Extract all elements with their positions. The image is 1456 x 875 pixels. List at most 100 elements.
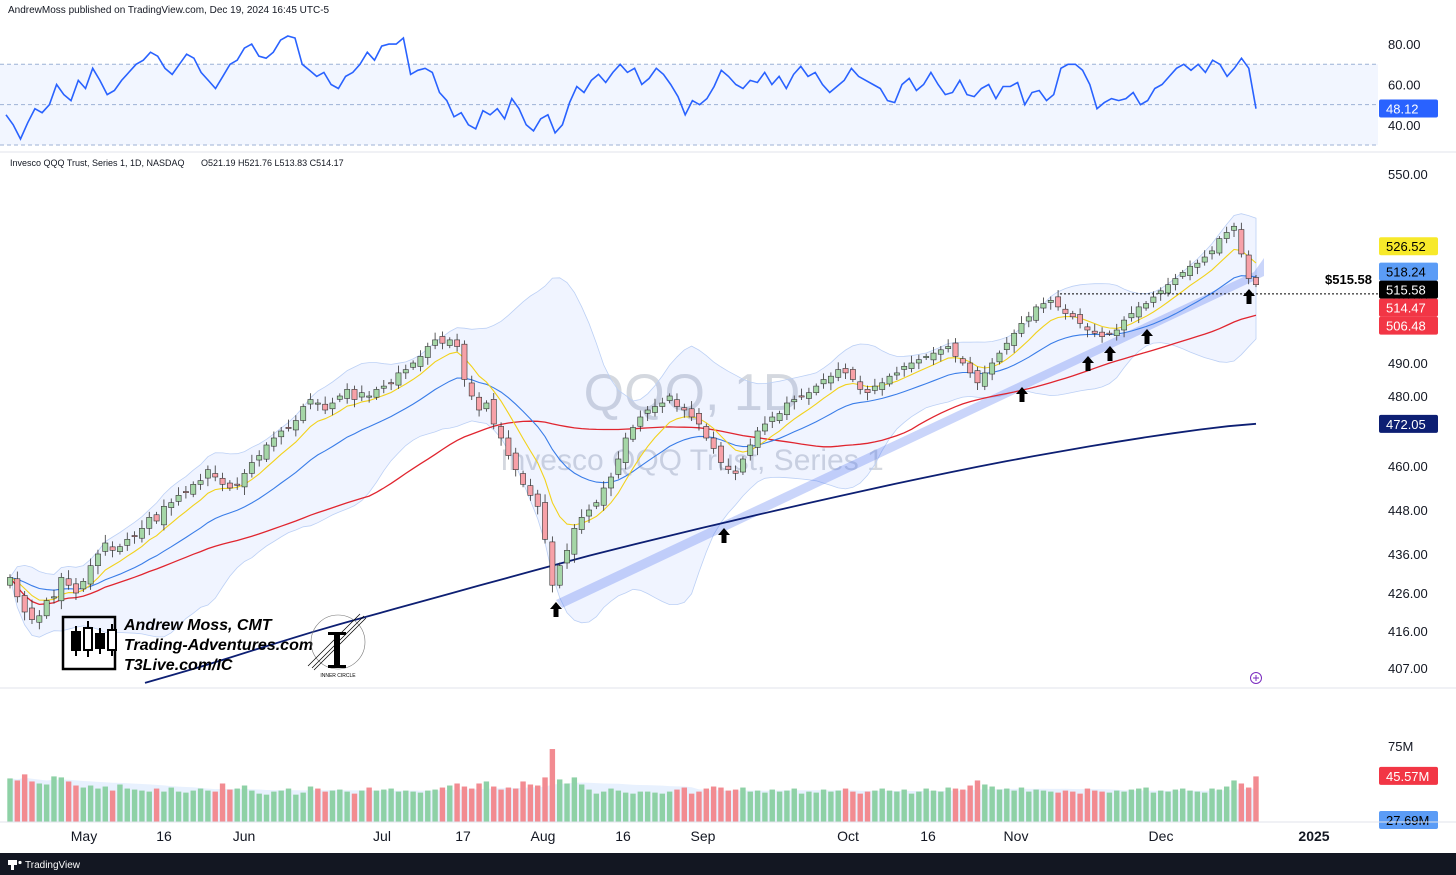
candle: [600, 481, 607, 511]
volume-bar: [564, 783, 570, 822]
candle: [1135, 301, 1142, 324]
candle: [234, 477, 241, 490]
candle: [358, 385, 365, 402]
volume-bar: [894, 791, 900, 822]
candle: [754, 426, 761, 456]
volume-bar: [864, 791, 871, 822]
candle: [776, 410, 783, 424]
volume-bar: [916, 791, 922, 822]
footer-bar: [0, 853, 1456, 875]
volume-bar: [622, 792, 629, 822]
candle: [703, 423, 710, 441]
tradingview-logo-icon[interactable]: [8, 860, 22, 870]
candle: [842, 363, 849, 380]
candle: [857, 375, 864, 395]
volume-bar: [754, 790, 761, 822]
candle: [674, 393, 680, 412]
volume-bar: [527, 784, 534, 822]
volume-bar: [784, 790, 790, 822]
candle: [901, 362, 908, 377]
price-tag: 506.48: [1379, 316, 1438, 335]
volume-bar: [762, 792, 768, 822]
candle: [967, 356, 974, 378]
candle: [300, 403, 307, 424]
up-arrow-icon: [1243, 289, 1255, 304]
time-axis-ticks[interactable]: May 16 Jun Jul 17 Aug 16 Sep Oct 16 Nov Dec 2025: [71, 828, 1330, 844]
volume-bar: [175, 791, 182, 822]
volume-bar: [395, 791, 402, 822]
time-tick-label: 2025: [1298, 828, 1329, 844]
candle: [732, 465, 739, 481]
candle: [248, 454, 255, 478]
volume-bar: [644, 791, 651, 822]
volume-bar: [461, 786, 468, 822]
candle: [1062, 304, 1069, 320]
price-level-label: $515.58: [1325, 272, 1372, 287]
svg-text:45.57M: 45.57M: [1386, 769, 1429, 784]
volume-bar: [1150, 792, 1157, 822]
volume-bar: [439, 787, 446, 822]
candle: [959, 356, 966, 366]
volume-bar: [1223, 786, 1230, 822]
volume-bar: [732, 789, 739, 822]
volume-bar: [153, 788, 160, 822]
rsi-tick-label: 60.00: [1388, 77, 1421, 92]
candle: [1011, 329, 1018, 353]
candle: [637, 410, 644, 432]
candle: [923, 353, 930, 361]
candle: [1047, 296, 1054, 310]
candle: [109, 541, 116, 558]
candle: [278, 426, 285, 445]
candle: [564, 543, 570, 569]
volume-bar: [982, 784, 988, 822]
add-plus-icon[interactable]: [1250, 672, 1262, 684]
volume-bar: [1033, 789, 1039, 822]
volume-bar: [996, 789, 1003, 822]
candle: [292, 415, 299, 437]
volume-bar: [578, 784, 585, 822]
time-tick-label: 16: [920, 828, 936, 844]
candle: [1121, 316, 1127, 338]
support-arrows: [550, 289, 1255, 617]
candle: [14, 571, 21, 603]
candle: [87, 558, 94, 590]
candle: [974, 366, 981, 391]
volume-bar: [1106, 792, 1113, 822]
candle: [622, 432, 629, 470]
candle: [1231, 222, 1237, 238]
volume-bar: [535, 785, 541, 822]
candle: [124, 532, 131, 551]
volume-bar: [29, 781, 35, 822]
candle: [58, 572, 65, 610]
candle: [1099, 327, 1105, 343]
candle: [864, 385, 871, 401]
candle: [1194, 259, 1201, 275]
volume-bar: [483, 781, 490, 822]
candle: [520, 470, 526, 488]
volume-tag: 45.57M: [1379, 766, 1438, 785]
volume-bar: [960, 789, 966, 822]
volume-bar: [608, 788, 614, 822]
time-tick-label: Jul: [373, 828, 391, 844]
volume-bar: [681, 787, 688, 822]
volume-bar: [7, 778, 13, 822]
candle: [798, 388, 805, 401]
candle: [131, 531, 138, 544]
volume-bar: [696, 791, 702, 822]
candle: [666, 393, 673, 404]
candle: [696, 408, 702, 431]
candle: [153, 511, 160, 524]
candle: [1143, 300, 1149, 311]
candle: [183, 485, 189, 499]
candle: [1077, 308, 1083, 329]
time-tick-label: May: [71, 828, 97, 844]
candle: [1128, 306, 1135, 322]
candle: [908, 355, 915, 373]
volume-bar: [117, 784, 123, 822]
volume-bar: [219, 783, 226, 822]
candle: [161, 499, 167, 531]
candle: [95, 549, 101, 575]
volume-bar: [1011, 790, 1017, 822]
candle: [461, 340, 468, 387]
